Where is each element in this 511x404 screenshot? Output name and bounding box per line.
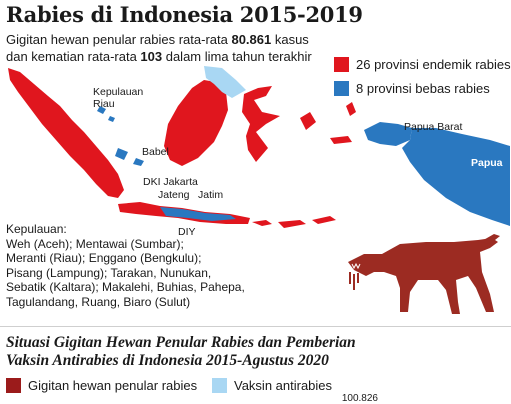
label-babel: Babel: [142, 146, 169, 158]
borneo-island: [164, 80, 228, 166]
papua-barat-region: [364, 122, 412, 146]
chart-section-title: Situasi Gigitan Hewan Penular Rabies dan…: [6, 334, 356, 370]
legend-free: 8 provinsi bebas rabies: [334, 81, 490, 96]
islands-list-block: Kepulauan: Weh (Aceh); Mentawai (Sumbar)…: [6, 222, 306, 309]
indonesia-rabies-map: [8, 66, 510, 228]
chart-value-label: 100.826: [341, 393, 378, 404]
islands-line: Pisang (Lampung); Tarakan, Nunukan,: [6, 265, 212, 280]
chart-title-line-2: Vaksin Antirabies di Indonesia 2015-Agus…: [6, 352, 329, 369]
rabid-dog-illustration: [348, 234, 500, 314]
subtitle-text-2: kasus: [271, 32, 309, 47]
subtitle-number-deaths: 103: [140, 49, 163, 64]
sulawesi-island: [242, 86, 280, 162]
sumatra-island: [8, 68, 124, 198]
legend-vaccine-label: Vaksin antirabies: [234, 378, 333, 393]
islands-line: Meranti (Riau); Enggano (Bengkulu);: [6, 251, 202, 265]
legend-vaccine: Vaksin antirabies: [212, 378, 332, 393]
legend-bites-swatch: [6, 378, 21, 393]
dog-body: [348, 238, 498, 314]
legend-endemic-label: 26 provinsi endemik rabies: [356, 57, 511, 72]
page-title: Rabies di Indonesia 2015-2019: [6, 2, 363, 27]
label-jatim: Jatim: [198, 189, 224, 201]
borneo-north-territory: [204, 66, 246, 98]
dog-tail: [480, 234, 500, 244]
legend-endemic: 26 provinsi endemik rabies: [334, 57, 511, 72]
legend-free-swatch: [334, 81, 349, 96]
subtitle-text-4: dalam lima tahun terakhir: [162, 49, 312, 64]
subtitle: Gigitan hewan penular rabies rata-rata 8…: [6, 31, 328, 65]
java-central-free: [160, 207, 236, 221]
papua-region: [402, 128, 510, 226]
label-papua-barat: Papua Barat: [404, 121, 463, 133]
label-diy: DIY: [178, 226, 196, 238]
islands-line: Tagulandang, Ruang, Biaro (Sulut): [6, 294, 191, 309]
chart-legend: Gigitan hewan penular rabies Vaksin anti…: [6, 378, 506, 396]
islands-line: Weh (Aceh); Mentawai (Sumbar);: [6, 236, 184, 251]
legend-vaccine-swatch: [212, 378, 227, 393]
maluku-islands: [300, 102, 356, 144]
islands-list: Weh (Aceh); Mentawai (Sumbar); Meranti (…: [6, 237, 306, 310]
legend-endemic-swatch: [334, 57, 349, 72]
label-jateng: Jateng: [158, 189, 190, 201]
subtitle-text-1: Gigitan hewan penular rabies rata-rata: [6, 32, 232, 47]
kepri-islands: [97, 106, 115, 122]
saliva-drop: [357, 273, 359, 283]
subtitle-text-3: dan kematian rata-rata: [6, 49, 141, 64]
islands-line: Sebatik (Kaltara); Makalehi, Buhias, Pah…: [6, 280, 245, 294]
dog-teeth: [351, 262, 361, 270]
section-divider: [0, 326, 511, 327]
saliva-drop: [353, 274, 355, 290]
legend-free-label: 8 provinsi bebas rabies: [356, 81, 490, 96]
legend-bites: Gigitan hewan penular rabies: [6, 378, 197, 393]
babel-islands: [115, 148, 144, 166]
legend-bites-label: Gigitan hewan penular rabies: [28, 378, 198, 393]
islands-title: Kepulauan:: [6, 222, 67, 236]
subtitle-number-bites: 80.861: [231, 32, 272, 47]
label-kepulauan-riau: Kepulauan Riau: [93, 86, 144, 110]
chart-title-line-1: Situasi Gigitan Hewan Penular Rabies dan…: [6, 334, 356, 351]
label-papua: Papua: [471, 157, 503, 169]
nusa-tenggara-islands: [252, 216, 336, 228]
label-dki-jakarta: DKI Jakarta: [143, 176, 198, 188]
saliva-drop: [349, 272, 351, 284]
